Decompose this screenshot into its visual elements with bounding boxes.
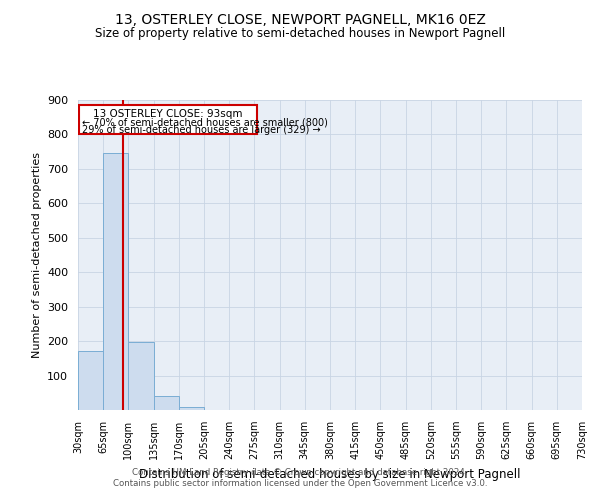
Text: Size of property relative to semi-detached houses in Newport Pagnell: Size of property relative to semi-detach… <box>95 28 505 40</box>
Y-axis label: Number of semi-detached properties: Number of semi-detached properties <box>32 152 41 358</box>
Text: Contains HM Land Registry data © Crown copyright and database right 2024.
Contai: Contains HM Land Registry data © Crown c… <box>113 468 487 487</box>
Bar <box>78 352 103 410</box>
Text: 13, OSTERLEY CLOSE, NEWPORT PAGNELL, MK16 0EZ: 13, OSTERLEY CLOSE, NEWPORT PAGNELL, MK1… <box>115 12 485 26</box>
Bar <box>128 342 154 410</box>
Text: ← 70% of semi-detached houses are smaller (800): ← 70% of semi-detached houses are smalle… <box>82 117 328 127</box>
Text: 29% of semi-detached houses are larger (329) →: 29% of semi-detached houses are larger (… <box>82 125 321 135</box>
Bar <box>179 406 204 410</box>
Text: 13 OSTERLEY CLOSE: 93sqm: 13 OSTERLEY CLOSE: 93sqm <box>93 108 243 118</box>
Bar <box>79 105 257 134</box>
Bar <box>103 154 128 410</box>
Bar <box>154 396 179 410</box>
X-axis label: Distribution of semi-detached houses by size in Newport Pagnell: Distribution of semi-detached houses by … <box>139 468 521 480</box>
